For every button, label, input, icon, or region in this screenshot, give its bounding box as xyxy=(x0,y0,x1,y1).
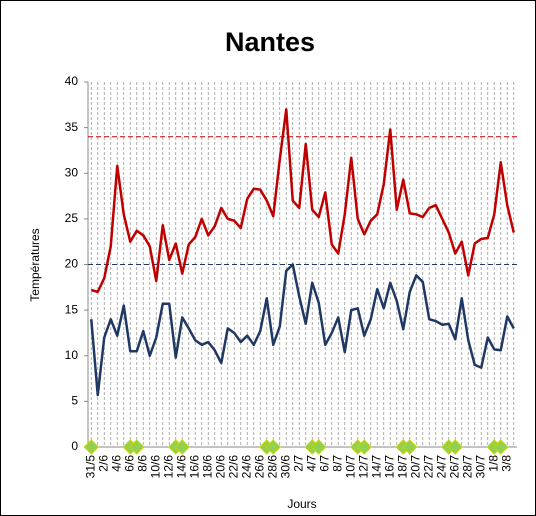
x-tick-label: 31/5 xyxy=(83,455,97,479)
diamond-marker xyxy=(356,439,372,455)
x-tick-label: 28/6 xyxy=(265,455,279,479)
diamond-marker xyxy=(265,439,281,455)
x-tick-label: 14/7 xyxy=(369,455,383,479)
x-tick-label: 20/6 xyxy=(213,455,227,479)
x-tick-label: 26/6 xyxy=(252,455,266,479)
chart-title: Nantes xyxy=(225,27,315,57)
x-tick-label: 22/7 xyxy=(421,455,435,479)
x-tick-label: 12/7 xyxy=(356,455,370,479)
x-tick-label: 24/7 xyxy=(434,455,448,479)
x-tick-label: 8/7 xyxy=(330,455,344,472)
x-tick-label: 10/7 xyxy=(343,455,357,479)
x-tick-label: 24/6 xyxy=(239,455,253,479)
diamond-marker xyxy=(493,439,509,455)
x-tick-label: 16/7 xyxy=(382,455,396,479)
x-tick-label: 8/6 xyxy=(135,455,149,472)
diamond-marker xyxy=(311,439,327,455)
y-tick-label: 5 xyxy=(71,394,78,408)
diamond-marker xyxy=(174,439,190,455)
diamond-marker xyxy=(83,439,99,455)
x-tick-label: 18/6 xyxy=(200,455,214,479)
x-tick-label: 28/7 xyxy=(460,455,474,479)
y-tick-label: 20 xyxy=(65,257,79,271)
x-tick-label: 2/7 xyxy=(291,455,305,472)
y-tick-label: 30 xyxy=(65,165,79,179)
x-tick-label: 26/7 xyxy=(447,455,461,479)
x-tick-label: 6/7 xyxy=(317,455,331,472)
x-tick-label: 22/6 xyxy=(226,455,240,479)
y-tick-label: 35 xyxy=(65,120,79,134)
data-line xyxy=(90,263,515,397)
x-tick-label: 10/6 xyxy=(148,455,162,479)
x-tick-label: 4/6 xyxy=(109,455,123,472)
x-tick-label: 2/6 xyxy=(96,455,110,472)
x-tick-label: 3/8 xyxy=(499,455,513,472)
x-tick-label: 16/6 xyxy=(187,455,201,479)
x-tick-label: 30/7 xyxy=(473,455,487,479)
x-tick-label: 12/6 xyxy=(161,455,175,479)
x-axis-label: Jours xyxy=(287,497,316,511)
x-tick-label: 1/8 xyxy=(486,455,500,472)
diamond-marker xyxy=(402,439,418,455)
y-tick-label: 25 xyxy=(65,211,79,225)
y-tick-label: 0 xyxy=(71,439,78,453)
y-axis-label: Températures xyxy=(28,228,42,301)
y-tick-label: 10 xyxy=(65,348,79,362)
x-tick-label: 30/6 xyxy=(278,455,292,479)
x-tick-label: 14/6 xyxy=(174,455,188,479)
data-line xyxy=(90,108,515,294)
x-tick-label: 6/6 xyxy=(122,455,136,472)
y-tick-label: 40 xyxy=(65,74,79,88)
y-tick-label: 15 xyxy=(65,302,79,316)
x-tick-label: 4/7 xyxy=(304,455,318,472)
diamond-marker xyxy=(447,439,463,455)
x-tick-label: 18/7 xyxy=(395,455,409,479)
x-tick-label: 20/7 xyxy=(408,455,422,479)
diamond-marker xyxy=(129,439,145,455)
